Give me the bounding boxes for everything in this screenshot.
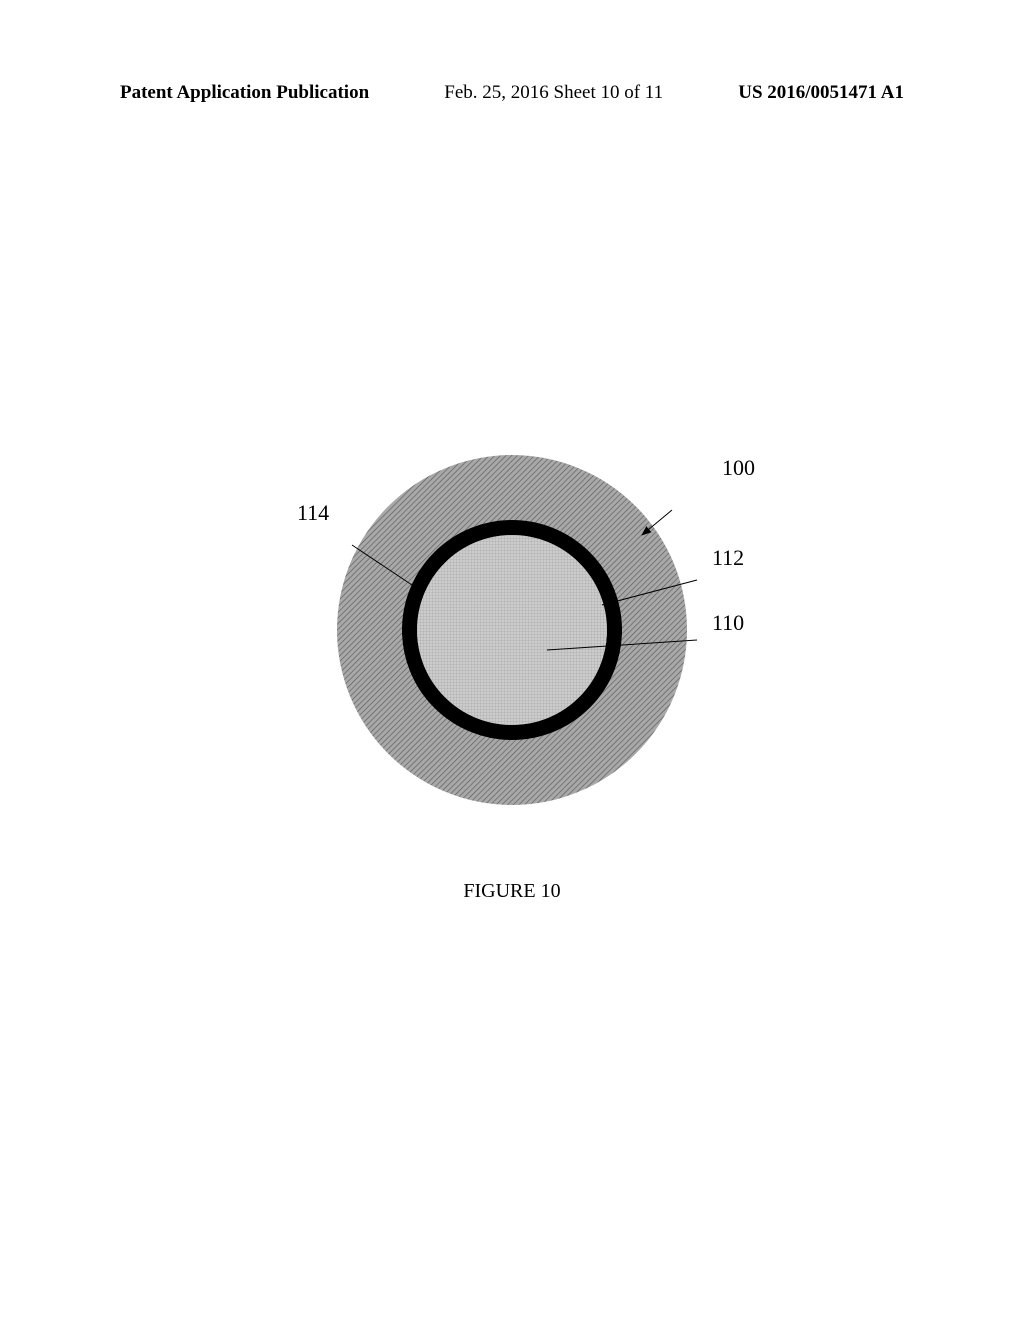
header-publication: Patent Application Publication [120, 82, 369, 104]
header-date-sheet: Feb. 25, 2016 Sheet 10 of 11 [444, 82, 663, 104]
reference-label-110: 110 [712, 610, 744, 635]
figure-container: 100 114 112 110 [0, 430, 1024, 810]
inner-core [417, 535, 607, 725]
header-patent-number: US 2016/0051471 A1 [738, 82, 904, 104]
reference-label-112: 112 [712, 545, 744, 570]
figure-caption: FIGURE 10 [0, 880, 1024, 903]
diagram: 100 114 112 110 [237, 430, 787, 810]
reference-label-100: 100 [722, 455, 755, 480]
reference-label-114: 114 [297, 500, 329, 525]
diagram-svg: 100 114 112 110 [237, 430, 787, 810]
page-header: Patent Application Publication Feb. 25, … [0, 82, 1024, 104]
